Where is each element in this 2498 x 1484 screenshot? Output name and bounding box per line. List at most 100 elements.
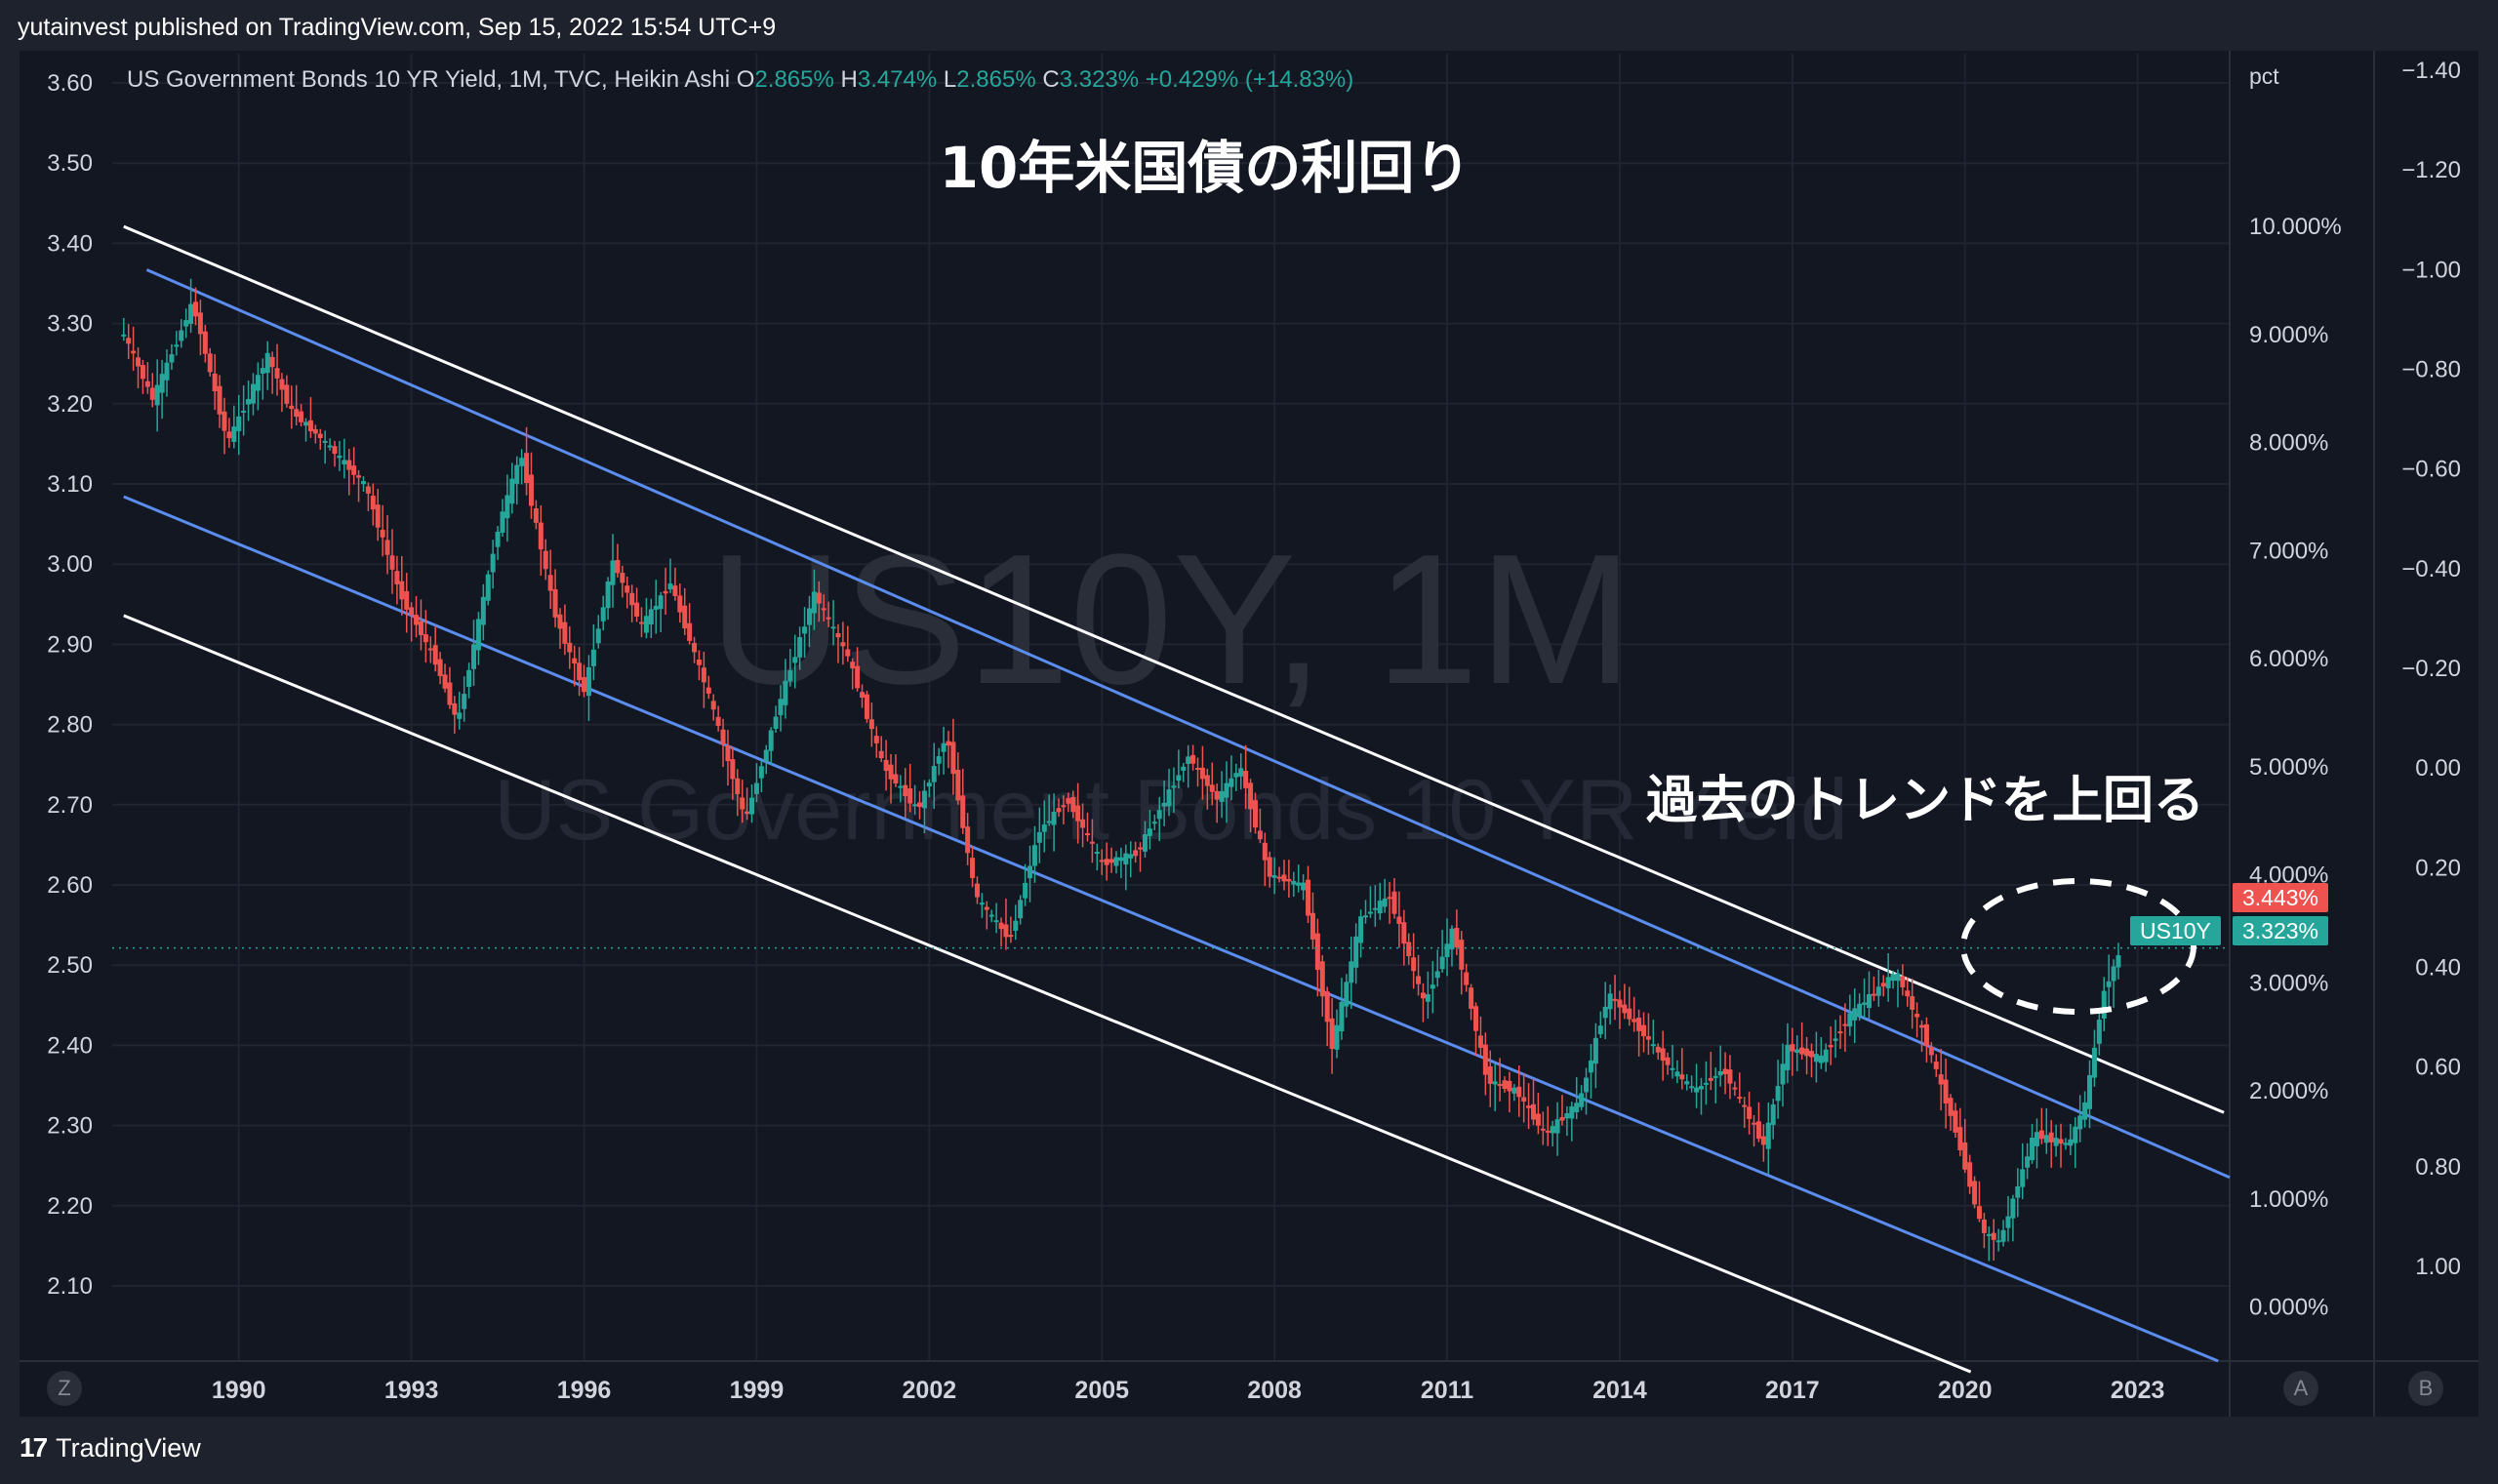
candle-body <box>1492 1081 1498 1085</box>
candle-body <box>898 785 904 788</box>
percent-tick-label: 2.000% <box>2249 1078 2328 1104</box>
candle-body <box>274 368 280 379</box>
candle-body <box>1799 1047 1805 1055</box>
candle-body <box>2010 1198 2016 1219</box>
candle-body <box>236 416 242 431</box>
channel-line-blue <box>123 495 2219 1363</box>
right-scale: −1.40 −1.20 −1.00 −0.80 −0.60 −0.40 −0.20 0.00 0… <box>2401 58 2461 1280</box>
symbol-legend[interactable]: US Government Bonds 10 YR Yield, 1M, TVC… <box>127 66 1353 94</box>
candle-body <box>840 642 846 647</box>
trend-note-annotation: 過去のトレンドを上回る <box>1646 772 2204 830</box>
candle-body <box>1502 1080 1508 1090</box>
z-button[interactable]: Z <box>47 1371 82 1406</box>
candle-body <box>643 616 649 633</box>
candle-body <box>1195 767 1201 770</box>
candle-body <box>1209 784 1215 792</box>
candle-body <box>1041 824 1047 832</box>
left-tick-label: 3.50 <box>47 150 93 177</box>
candle-body <box>1243 771 1249 788</box>
candle-body <box>1511 1087 1517 1094</box>
publisher-line: yutainvest published on TradingView.com,… <box>18 14 777 41</box>
candle-body <box>1670 1067 1675 1070</box>
candle-body <box>1186 756 1191 765</box>
candle-body <box>1747 1106 1753 1119</box>
candle-body <box>1755 1121 1761 1140</box>
candle-body <box>1717 1070 1723 1076</box>
candle-body <box>988 914 994 917</box>
candle-body <box>648 609 654 625</box>
legend-change: +0.429% (+14.83%) <box>1145 66 1354 93</box>
candle-body <box>590 649 596 666</box>
candle-body <box>855 665 861 689</box>
candle-body <box>380 530 385 538</box>
channel-line-white <box>123 614 1972 1374</box>
candle-body <box>1847 1013 1853 1027</box>
candle-body <box>337 455 342 459</box>
candle-body <box>414 615 420 625</box>
candle-body <box>346 460 352 470</box>
candle-body <box>1411 957 1417 972</box>
candle-body <box>1281 874 1287 882</box>
candle-body <box>1823 1049 1829 1063</box>
legend-low: 2.865% <box>956 66 1036 93</box>
candle-body <box>1866 993 1872 1009</box>
candle-body <box>2106 981 2112 987</box>
candle-body <box>384 540 390 555</box>
candle-body <box>183 320 189 327</box>
candle-body <box>903 784 908 796</box>
candle-body <box>1592 1037 1598 1064</box>
year-tick-label: 1996 <box>557 1377 612 1404</box>
auto-scale-button[interactable]: A <box>2283 1371 2318 1406</box>
candle-body <box>1857 1003 1863 1017</box>
candle-body <box>1094 852 1100 855</box>
percent-tick-label: 6.000% <box>2249 646 2328 672</box>
candle-body <box>1991 1232 1996 1240</box>
candle-body <box>1765 1122 1771 1149</box>
channel-line-blue <box>145 268 2231 1180</box>
candle-body <box>1660 1048 1666 1062</box>
candle-body <box>289 405 295 410</box>
candle-body <box>351 465 357 475</box>
candle-body <box>1204 775 1210 786</box>
candle-body <box>1349 961 1354 983</box>
b-button[interactable]: B <box>2408 1371 2443 1406</box>
chart-pane[interactable] <box>20 51 2478 1417</box>
left-tick-label: 2.80 <box>47 712 93 739</box>
candle-body <box>1526 1105 1532 1108</box>
pct-label: pct <box>2249 63 2279 89</box>
candle-body <box>394 571 400 584</box>
candle-body <box>121 334 127 337</box>
candle-body <box>816 592 822 604</box>
candle-body <box>1181 766 1187 771</box>
year-tick-label: 1999 <box>730 1377 785 1404</box>
candle-body <box>317 433 323 438</box>
candle-body <box>634 602 640 617</box>
candle-body <box>1770 1103 1776 1125</box>
candle-body <box>873 736 879 743</box>
candle-body <box>1257 830 1263 840</box>
candle-body <box>787 669 793 682</box>
candle-body <box>202 331 208 354</box>
candle-body <box>1151 822 1157 824</box>
candle-body <box>979 902 985 905</box>
candle-body <box>868 719 874 730</box>
symbol-tag: US10Y <box>2130 916 2221 945</box>
percent-tick-label: 1.000% <box>2249 1186 2328 1213</box>
candle-body <box>1396 916 1402 924</box>
candle-body <box>1967 1162 1973 1187</box>
right-tick-label: −0.40 <box>2401 556 2461 582</box>
candle-body <box>2053 1138 2059 1146</box>
breakout-circle-annotation <box>1960 878 2196 1015</box>
candle-body <box>1166 789 1172 807</box>
candle-body <box>226 431 232 439</box>
candle-body <box>610 560 616 585</box>
candle-body <box>1344 982 1350 1007</box>
candle-body <box>1271 875 1277 878</box>
candle-body <box>974 883 980 898</box>
candle-body <box>1650 1044 1656 1047</box>
candle-body <box>1833 1038 1838 1041</box>
candle-body <box>1559 1117 1565 1121</box>
candle-body <box>255 375 261 391</box>
candle-body <box>423 634 428 643</box>
